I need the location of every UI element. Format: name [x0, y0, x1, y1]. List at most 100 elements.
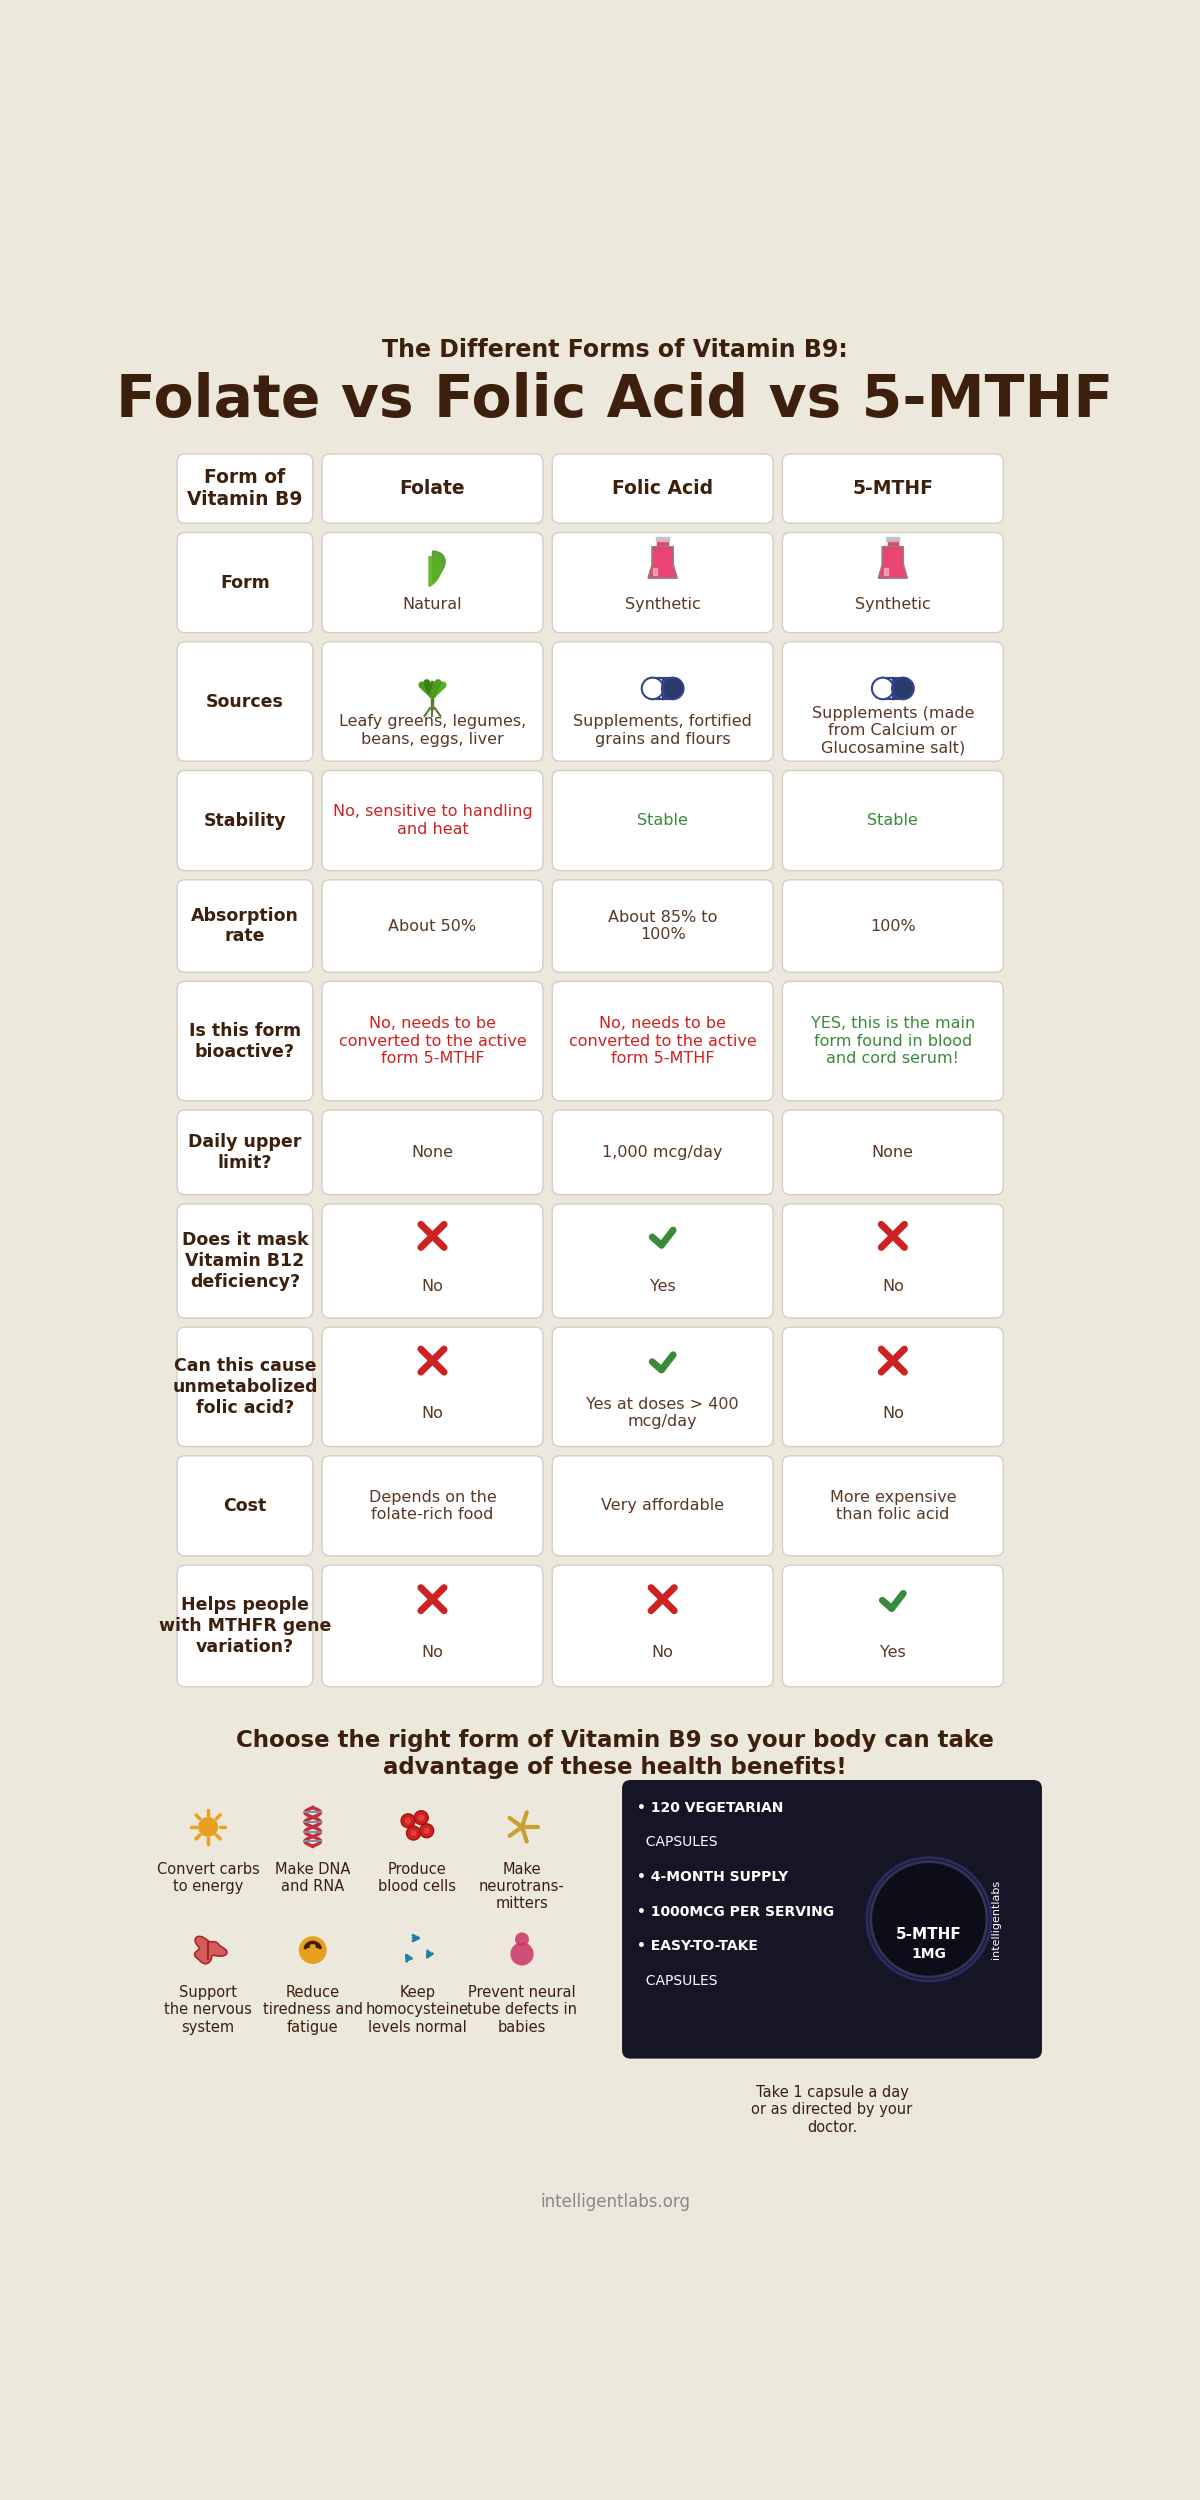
Text: Folic Acid: Folic Acid — [612, 480, 713, 498]
Text: 5-MTHF: 5-MTHF — [896, 1928, 961, 1942]
FancyBboxPatch shape — [782, 455, 1003, 522]
FancyBboxPatch shape — [782, 1565, 1003, 1688]
Text: Supplements, fortified
grains and flours: Supplements, fortified grains and flours — [574, 715, 752, 747]
Text: No, sensitive to handling
and heat: No, sensitive to handling and heat — [332, 805, 533, 838]
Text: Cost: Cost — [223, 1498, 266, 1515]
FancyBboxPatch shape — [552, 1205, 773, 1318]
Bar — [662, 678, 673, 700]
Text: No: No — [421, 1405, 444, 1420]
FancyBboxPatch shape — [782, 532, 1003, 632]
FancyBboxPatch shape — [322, 642, 542, 760]
Text: None: None — [412, 1145, 454, 1160]
Text: No, needs to be
converted to the active
form 5-MTHF: No, needs to be converted to the active … — [569, 1015, 756, 1065]
Text: Make
neurotrans-
mitters: Make neurotrans- mitters — [479, 1862, 565, 1912]
Text: No: No — [421, 1278, 444, 1292]
Circle shape — [414, 1810, 428, 1825]
Text: Folate: Folate — [400, 480, 466, 498]
Circle shape — [662, 678, 684, 700]
FancyBboxPatch shape — [552, 455, 773, 522]
Text: Absorption
rate: Absorption rate — [191, 908, 299, 945]
Text: Helps people
with MTHFR gene
variation?: Helps people with MTHFR gene variation? — [158, 1595, 331, 1655]
Circle shape — [892, 678, 913, 700]
Text: Supplements (made
from Calcium or
Glucosamine salt): Supplements (made from Calcium or Glucos… — [811, 705, 974, 755]
Text: YES, this is the main
form found in blood
and cord serum!: YES, this is the main form found in bloo… — [811, 1015, 974, 1065]
Circle shape — [424, 1828, 430, 1835]
Circle shape — [518, 1822, 526, 1830]
Circle shape — [199, 1818, 217, 1835]
FancyBboxPatch shape — [552, 1110, 773, 1195]
FancyBboxPatch shape — [782, 642, 1003, 760]
FancyBboxPatch shape — [552, 532, 773, 632]
Text: Does it mask
Vitamin B12
deficiency?: Does it mask Vitamin B12 deficiency? — [181, 1230, 308, 1290]
Circle shape — [872, 678, 894, 700]
Text: Daily upper
limit?: Daily upper limit? — [188, 1132, 301, 1172]
Polygon shape — [883, 568, 888, 575]
Text: Make DNA
and RNA: Make DNA and RNA — [275, 1862, 350, 1895]
FancyBboxPatch shape — [623, 1780, 1042, 2058]
Text: 1,000 mcg/day: 1,000 mcg/day — [602, 1145, 722, 1160]
Circle shape — [316, 1945, 319, 1948]
Text: Choose the right form of Vitamin B9 so your body can take
advantage of these hea: Choose the right form of Vitamin B9 so y… — [236, 1730, 994, 1777]
Text: Sources: Sources — [206, 693, 284, 710]
Circle shape — [404, 1818, 412, 1825]
Text: 1MG: 1MG — [912, 1948, 947, 1960]
Text: No: No — [882, 1405, 904, 1420]
FancyBboxPatch shape — [178, 532, 313, 632]
Text: Leafy greens, legumes,
beans, eggs, liver: Leafy greens, legumes, beans, eggs, live… — [338, 715, 526, 747]
Text: intelligentlabs.org: intelligentlabs.org — [540, 2192, 690, 2210]
Circle shape — [871, 1862, 986, 1978]
FancyBboxPatch shape — [178, 982, 313, 1100]
Text: Stable: Stable — [868, 812, 918, 828]
Text: More expensive
than folic acid: More expensive than folic acid — [829, 1490, 956, 1522]
Text: No: No — [652, 1645, 673, 1660]
Text: Form of
Vitamin B9: Form of Vitamin B9 — [187, 468, 302, 510]
Text: No: No — [882, 1278, 904, 1292]
Circle shape — [510, 1942, 534, 1965]
FancyBboxPatch shape — [322, 532, 542, 632]
Polygon shape — [648, 548, 677, 578]
Text: No: No — [421, 1645, 444, 1660]
Text: Form: Form — [220, 572, 270, 592]
Text: • EASY-TO-TAKE: • EASY-TO-TAKE — [637, 1940, 757, 1952]
FancyBboxPatch shape — [552, 770, 773, 870]
FancyBboxPatch shape — [782, 1455, 1003, 1555]
Text: None: None — [872, 1145, 914, 1160]
Polygon shape — [654, 568, 658, 575]
FancyBboxPatch shape — [782, 1328, 1003, 1447]
Polygon shape — [878, 548, 907, 578]
FancyBboxPatch shape — [178, 1328, 313, 1447]
Text: 5-MTHF: 5-MTHF — [852, 480, 934, 498]
FancyBboxPatch shape — [322, 880, 542, 973]
Circle shape — [306, 1945, 310, 1948]
FancyBboxPatch shape — [178, 880, 313, 973]
Text: About 85% to
100%: About 85% to 100% — [608, 910, 718, 942]
Circle shape — [642, 678, 664, 700]
Text: 100%: 100% — [870, 918, 916, 932]
Text: • 1000MCG PER SERVING: • 1000MCG PER SERVING — [637, 1905, 834, 1918]
Text: No, needs to be
converted to the active
form 5-MTHF: No, needs to be converted to the active … — [338, 1015, 527, 1065]
FancyBboxPatch shape — [178, 1110, 313, 1195]
Text: Stable: Stable — [637, 812, 688, 828]
Text: About 50%: About 50% — [389, 918, 476, 932]
Polygon shape — [432, 550, 445, 582]
Polygon shape — [887, 538, 900, 542]
Circle shape — [410, 1830, 416, 1835]
Text: Support
the nervous
system: Support the nervous system — [164, 1985, 252, 2035]
FancyBboxPatch shape — [782, 982, 1003, 1100]
Bar — [893, 678, 904, 700]
Text: Synthetic: Synthetic — [625, 598, 701, 612]
FancyBboxPatch shape — [782, 1205, 1003, 1318]
Text: Can this cause
unmetabolized
folic acid?: Can this cause unmetabolized folic acid? — [172, 1358, 318, 1417]
FancyBboxPatch shape — [178, 642, 313, 760]
FancyBboxPatch shape — [178, 1565, 313, 1688]
FancyBboxPatch shape — [552, 1455, 773, 1555]
FancyBboxPatch shape — [322, 982, 542, 1100]
FancyBboxPatch shape — [782, 1110, 1003, 1195]
Text: CAPSULES: CAPSULES — [637, 1835, 718, 1850]
FancyBboxPatch shape — [782, 880, 1003, 973]
FancyBboxPatch shape — [322, 455, 542, 522]
FancyBboxPatch shape — [322, 1565, 542, 1688]
Text: Synthetic: Synthetic — [854, 598, 931, 612]
Text: Yes: Yes — [880, 1645, 906, 1660]
FancyBboxPatch shape — [322, 1328, 542, 1447]
